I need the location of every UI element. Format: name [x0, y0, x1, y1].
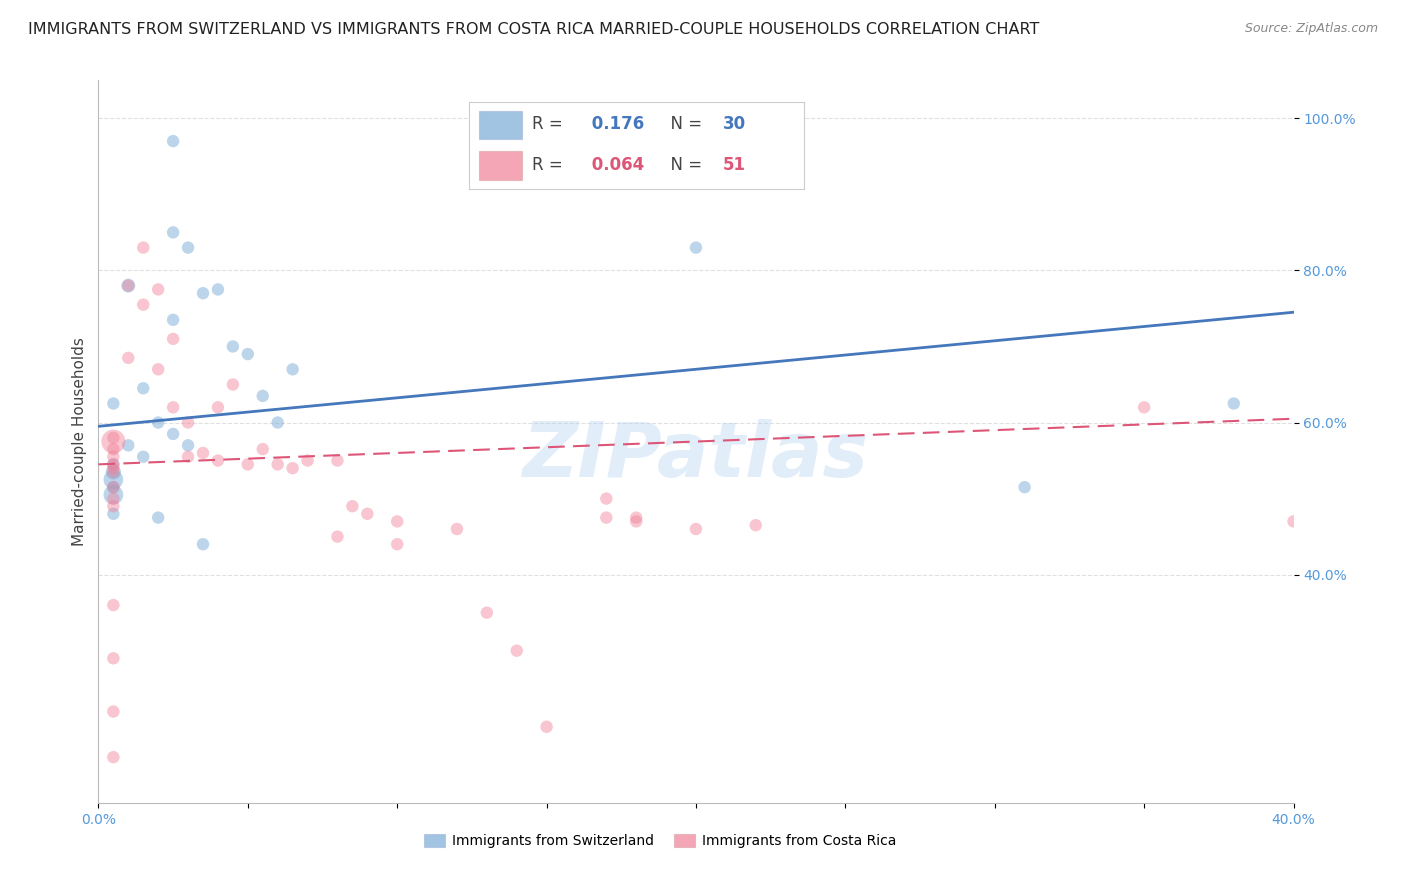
Point: [103, 473, 125, 487]
Point: [103, 705, 125, 719]
Point: [222, 377, 245, 392]
Point: [342, 499, 364, 513]
Point: [685, 241, 707, 255]
Point: [148, 362, 170, 376]
Point: [148, 282, 170, 296]
Point: [103, 458, 125, 472]
Point: [162, 134, 184, 148]
Point: [148, 416, 170, 430]
Point: [103, 651, 125, 665]
Point: [1223, 396, 1246, 410]
Point: [1282, 515, 1305, 529]
Point: [177, 416, 200, 430]
Point: [162, 313, 184, 327]
Point: [103, 598, 125, 612]
Point: [103, 480, 125, 494]
Point: [626, 515, 648, 529]
Point: [281, 362, 304, 376]
Point: [117, 278, 139, 293]
Point: [236, 458, 259, 472]
Point: [385, 515, 409, 529]
Point: [177, 241, 200, 255]
Point: [536, 720, 558, 734]
Point: [132, 298, 155, 312]
Point: [103, 431, 125, 445]
Point: [297, 453, 319, 467]
Point: [281, 461, 304, 475]
Text: Source: ZipAtlas.com: Source: ZipAtlas.com: [1244, 22, 1378, 36]
Point: [475, 606, 498, 620]
Point: [103, 396, 125, 410]
Point: [103, 480, 125, 494]
Point: [207, 453, 229, 467]
Point: [132, 241, 155, 255]
Point: [103, 450, 125, 464]
Point: [117, 351, 139, 365]
Point: [177, 450, 200, 464]
Point: [595, 510, 617, 524]
Point: [252, 389, 274, 403]
Point: [132, 381, 155, 395]
Point: [222, 339, 245, 353]
Point: [103, 458, 125, 472]
Text: ZIPatlas: ZIPatlas: [523, 419, 869, 493]
Point: [326, 453, 349, 467]
Point: [103, 488, 125, 502]
Point: [626, 510, 648, 524]
Point: [1133, 401, 1156, 415]
Point: [103, 461, 125, 475]
Point: [745, 518, 768, 533]
Point: [103, 465, 125, 479]
Point: [162, 426, 184, 441]
Legend: Immigrants from Switzerland, Immigrants from Costa Rica: Immigrants from Switzerland, Immigrants …: [418, 829, 903, 854]
Y-axis label: Married-couple Households: Married-couple Households: [72, 337, 87, 546]
Point: [191, 446, 214, 460]
Point: [148, 510, 170, 524]
Point: [162, 226, 184, 240]
Point: [162, 401, 184, 415]
Point: [103, 750, 125, 764]
Point: [103, 499, 125, 513]
Point: [103, 507, 125, 521]
Point: [1014, 480, 1036, 494]
Point: [446, 522, 468, 536]
Point: [132, 450, 155, 464]
Point: [326, 530, 349, 544]
Point: [103, 442, 125, 457]
Point: [103, 434, 125, 449]
Point: [162, 332, 184, 346]
Point: [207, 282, 229, 296]
Point: [236, 347, 259, 361]
Point: [595, 491, 617, 506]
Point: [117, 438, 139, 452]
Point: [177, 438, 200, 452]
Point: [103, 491, 125, 506]
Point: [356, 507, 378, 521]
Point: [117, 278, 139, 293]
Point: [191, 537, 214, 551]
Point: [385, 537, 409, 551]
Point: [267, 416, 290, 430]
Point: [685, 522, 707, 536]
Point: [267, 458, 290, 472]
Point: [103, 465, 125, 479]
Point: [506, 643, 529, 657]
Text: IMMIGRANTS FROM SWITZERLAND VS IMMIGRANTS FROM COSTA RICA MARRIED-COUPLE HOUSEHO: IMMIGRANTS FROM SWITZERLAND VS IMMIGRANT…: [28, 22, 1039, 37]
Point: [207, 401, 229, 415]
Point: [191, 286, 214, 301]
Point: [252, 442, 274, 457]
